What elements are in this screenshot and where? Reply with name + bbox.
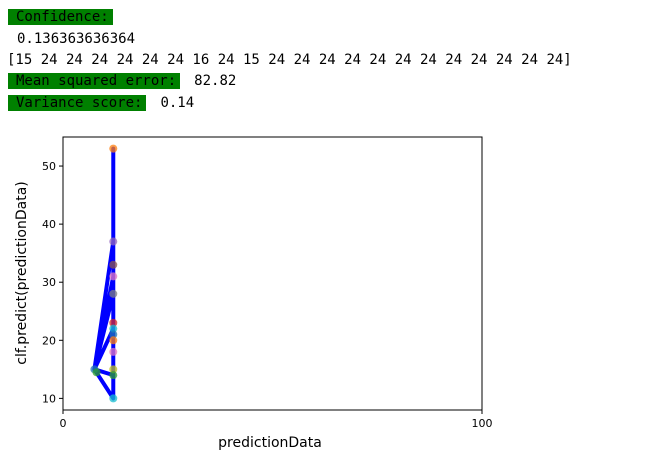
- x-axis-ticks: 0 100: [60, 410, 493, 430]
- data-point: [109, 371, 118, 380]
- plot-area: [62, 136, 483, 411]
- data-point: [109, 394, 118, 403]
- variance-label: Variance score:: [8, 95, 147, 111]
- y-axis-ticks: 10 20 30 40 50: [42, 160, 63, 405]
- y-tick-label: 50: [42, 160, 56, 173]
- data-point: [109, 365, 118, 374]
- data-point: [109, 237, 118, 246]
- prediction-array: [15 24 24 24 24 24 24 16 24 15 24 24 24 …: [7, 52, 572, 68]
- x-tick-label: 0: [60, 417, 67, 430]
- data-point: [109, 272, 118, 281]
- data-point: [109, 324, 118, 333]
- x-axis-label: predictionData: [218, 435, 322, 451]
- confidence-line: Confidence:: [8, 7, 113, 27]
- data-point: [109, 330, 118, 339]
- variance-line: Variance score: 0.14: [8, 93, 194, 113]
- data-point: [109, 347, 118, 356]
- confidence-label: Confidence:: [8, 9, 113, 25]
- data-point: [92, 368, 101, 377]
- mse-value: 82.82: [194, 73, 237, 89]
- mse-line: Mean squared error: 82.82: [8, 71, 236, 91]
- data-point: [109, 318, 118, 327]
- data-point: [109, 289, 118, 298]
- y-tick-label: 10: [42, 392, 56, 405]
- data-point: [109, 336, 118, 345]
- y-axis-label: clf.predict(predictionData): [14, 181, 30, 364]
- y-tick-label: 20: [42, 334, 56, 347]
- scatter-chart: 10 20 30 40 50 0 100 predictionData clf.predi…: [14, 136, 493, 451]
- data-point: [109, 260, 118, 269]
- y-tick-label: 40: [42, 218, 56, 231]
- variance-value: 0.14: [160, 95, 195, 111]
- y-tick-label: 30: [42, 276, 56, 289]
- data-point: [109, 144, 118, 153]
- x-tick-label: 100: [472, 417, 493, 430]
- mse-label: Mean squared error:: [8, 73, 181, 89]
- confidence-value: 0.136363636364: [17, 31, 136, 47]
- data-points: [90, 144, 118, 403]
